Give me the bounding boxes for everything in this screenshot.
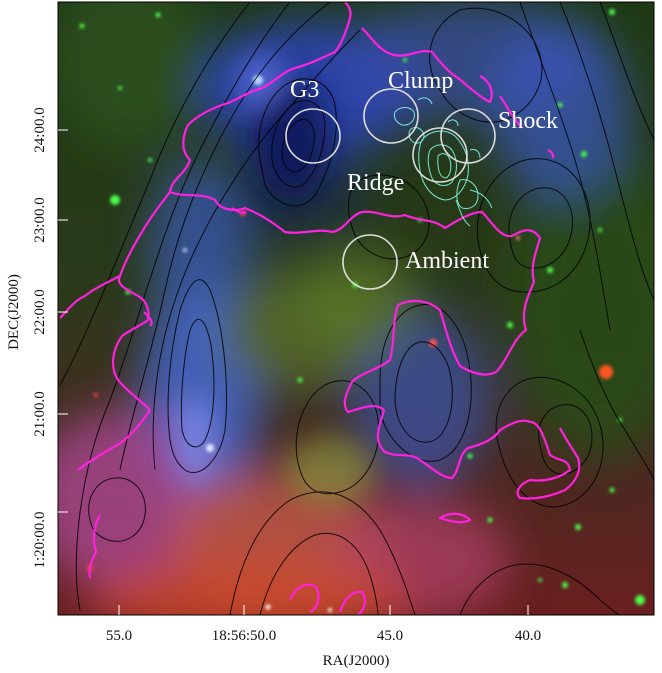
y-axis-label: DEC(J2000) [6, 274, 22, 350]
region-circle-clump [363, 88, 419, 144]
y-tick-label: 21:00.0 [32, 391, 48, 436]
x-tick-label: 18:56:50.0 [212, 628, 277, 644]
region-label-g3: G3 [290, 77, 319, 103]
region-circle-ridge [412, 127, 468, 183]
image-frame [57, 1, 655, 616]
region-label-ambient: Ambient [405, 248, 489, 274]
astronomical-image: G3 Clump Shock Ridge Ambient [58, 2, 654, 615]
x-axis-label: RA(J2000) [323, 653, 390, 669]
x-axis-tick-labels: 55.0 18:56:50.0 45.0 40.0 [106, 628, 541, 644]
y-axis-tick-labels: 24:00.0 23:00.0 22:00.0 21:00.0 1:20:00.… [32, 107, 48, 568]
y-tick-label: 22:00.0 [32, 289, 48, 334]
y-tick-label: 23:00.0 [32, 197, 48, 242]
black-contours [59, 2, 654, 615]
region-label-shock: Shock [498, 108, 558, 134]
axis-ticks [58, 129, 529, 615]
region-label-clump: Clump [388, 68, 453, 94]
y-tick-label: 1:20:00.0 [32, 511, 48, 568]
y-tick-label: 24:00.0 [32, 107, 48, 152]
x-tick-label: 45.0 [377, 628, 403, 644]
star-field [79, 9, 645, 612]
magenta-contour [59, 2, 581, 615]
region-circles [285, 88, 496, 290]
region-circle-g3 [285, 108, 341, 164]
region-label-ridge: Ridge [347, 170, 404, 196]
x-tick-label: 55.0 [106, 628, 132, 644]
region-circle-shock [440, 108, 496, 164]
x-tick-label: 40.0 [515, 628, 541, 644]
region-circle-ambient [342, 234, 398, 290]
